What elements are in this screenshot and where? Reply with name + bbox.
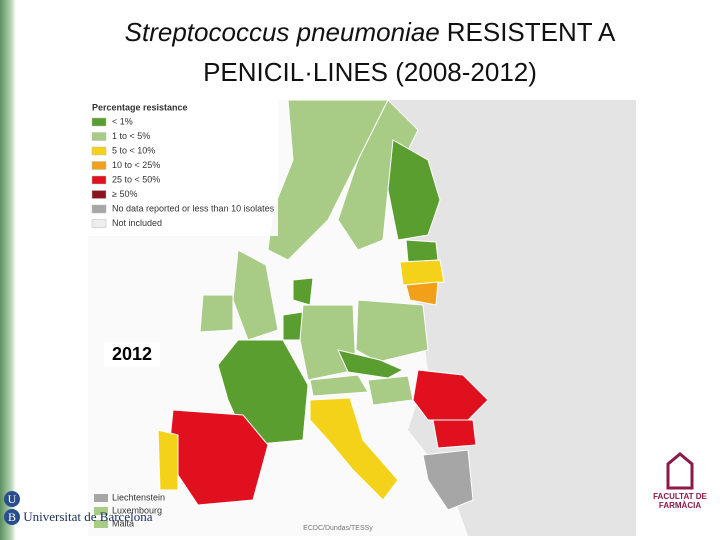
small-swatch — [94, 520, 108, 528]
poland — [355, 299, 429, 363]
legend-swatch — [91, 161, 107, 170]
map: Percentage resistance < 1% 1 to < 5% 5 to … — [88, 100, 636, 536]
small-legend: Liechtenstein Luxembourg Malta — [94, 492, 165, 528]
legend-swatch — [91, 190, 107, 199]
logo-b: B — [4, 509, 20, 525]
portugal — [157, 429, 179, 491]
legend-label: 5 to < 10% — [112, 145, 155, 155]
legend-title: Percentage resistance — [92, 102, 188, 112]
hungary — [367, 375, 414, 406]
bulgaria — [432, 419, 477, 449]
legend-label: 1 to < 5% — [112, 131, 150, 141]
estonia — [405, 239, 439, 263]
legend-label: Not included — [112, 218, 162, 228]
legend: Percentage resistance < 1% 1 to < 5% 5 to … — [88, 100, 278, 236]
year-label: 2012 — [104, 342, 161, 367]
legend-swatch — [91, 219, 107, 228]
title-italic: Streptococcus pneumoniae — [124, 17, 440, 47]
legend-box — [88, 100, 278, 236]
faculty-logo: FACULTAT DE FARMÀCIA — [650, 450, 710, 510]
legend-swatch — [91, 204, 107, 214]
sweden — [337, 100, 419, 251]
legend-swatch — [91, 146, 107, 156]
faculty-name: FACULTAT DE FARMÀCIA — [653, 492, 707, 510]
small-label: Luxembourg — [112, 505, 162, 515]
university-name: Universitat de Barcelona — [23, 509, 153, 524]
legend-label: 25 to < 50% — [112, 174, 160, 184]
greece — [422, 449, 474, 511]
logo-u: U — [4, 491, 20, 507]
side-bar — [0, 0, 16, 540]
denmark — [292, 277, 314, 306]
austria — [309, 374, 369, 397]
lithuania — [405, 281, 439, 306]
slide-title: Streptococcus pneumoniae RESISTENT A PENI… — [60, 12, 680, 92]
uk — [232, 249, 279, 341]
germany — [299, 304, 357, 381]
legend-swatch — [91, 117, 107, 127]
small-label: Malta — [112, 518, 134, 528]
latvia — [399, 259, 445, 286]
ireland — [199, 294, 234, 333]
legend-swatch — [91, 132, 107, 141]
legend-label: No data reported or less than 10 isolate… — [112, 203, 275, 213]
italy — [309, 397, 399, 501]
legend-label: ≥ 50% — [112, 189, 137, 199]
legend-label: < 1% — [112, 116, 133, 126]
legend-swatch — [91, 175, 107, 185]
small-swatch — [94, 507, 108, 515]
source: ECDC/Dundas/TESSy — [303, 525, 373, 532]
faculty-emblem — [666, 452, 694, 490]
small-label: Liechtenstein — [112, 492, 165, 502]
czech-slovakia — [337, 349, 405, 379]
finland — [387, 139, 441, 241]
small-swatch — [94, 494, 108, 502]
legend-label: 10 to < 25% — [112, 160, 160, 170]
title-rest: RESISTENT A PENICIL·LINES (2008-2012) — [203, 17, 616, 87]
